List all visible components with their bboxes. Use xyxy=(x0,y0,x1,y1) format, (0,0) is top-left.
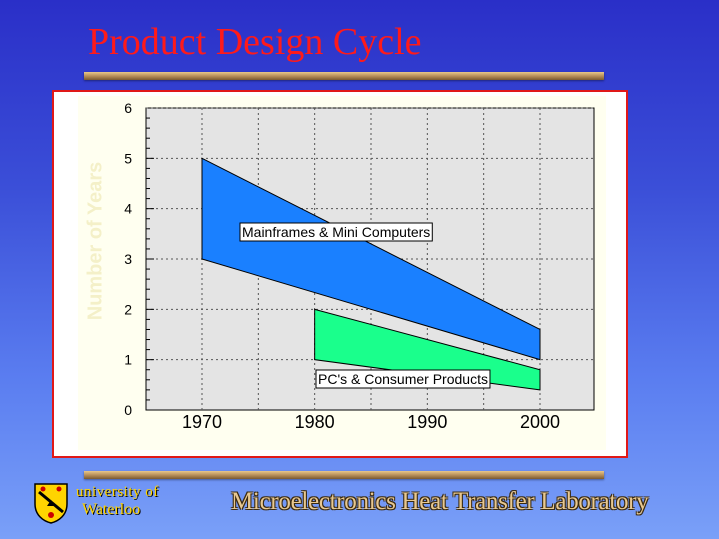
y-tick-label: 4 xyxy=(124,201,132,217)
x-tick-label: 1980 xyxy=(295,412,335,432)
y-tick-label: 0 xyxy=(124,402,132,418)
y-axis-label: Number of Years xyxy=(84,161,107,321)
university-line-2: Waterloo xyxy=(82,501,141,518)
series-label-box xyxy=(315,369,491,389)
y-tick-label: 5 xyxy=(124,150,132,166)
series-label-box xyxy=(239,222,433,242)
university-line-1: university of xyxy=(76,484,159,500)
university-crest-icon xyxy=(34,483,68,524)
bottom-divider xyxy=(84,471,604,479)
y-tick-label: 2 xyxy=(124,301,132,317)
series-label-2: PC's & Consumer Products xyxy=(318,371,488,387)
slide-title: Product Design Cycle xyxy=(88,21,422,63)
university-wordmark: university of Waterloo xyxy=(76,484,159,518)
lab-name: Microelectronics Heat Transfer Laborator… xyxy=(231,488,649,515)
y-tick-label: 6 xyxy=(124,100,132,116)
series-band-1 xyxy=(201,157,541,361)
y-tick-label: 3 xyxy=(124,251,132,267)
x-tick-label: 1970 xyxy=(182,412,222,432)
series-label-1: Mainframes & Mini Computers xyxy=(242,224,430,240)
x-tick-label: 1990 xyxy=(407,412,447,432)
y-tick-label: 1 xyxy=(124,352,132,368)
x-tick-label: 2000 xyxy=(520,412,560,432)
top-divider xyxy=(84,72,604,80)
